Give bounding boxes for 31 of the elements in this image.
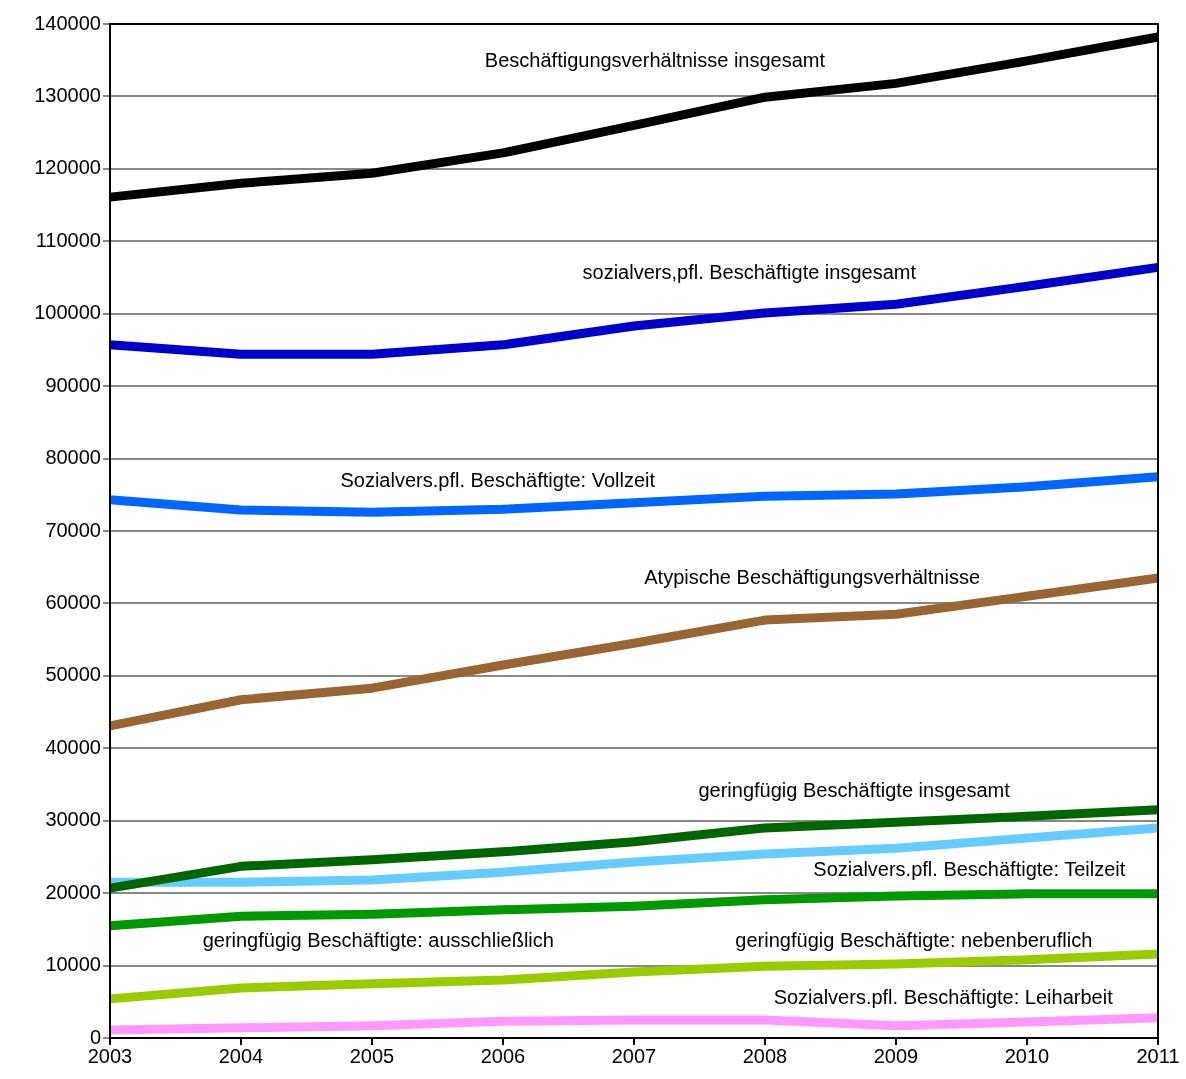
series-label: geringfügig Beschäftigte: ausschließlich [202,929,554,952]
x-tick-label: 2009 [873,1044,919,1067]
x-tick-label: 2008 [742,1044,788,1067]
series-label: geringfügig Beschäftigte insgesamt [698,779,1011,802]
series-label: Sozialvers.pfl. Beschäftigte: Leiharbeit [773,985,1114,1008]
y-tick-label: 130000 [34,83,101,106]
y-tick-label: 90000 [45,373,101,396]
y-tick-label: 80000 [45,446,101,469]
x-tick-label: 2011 [1136,1044,1180,1067]
y-tick-label: 10000 [45,953,101,976]
y-tick-label: 70000 [45,518,101,541]
series-label: Sozialvers.pfl. Beschäftigte: Teilzeit [813,858,1126,881]
y-tick-label: 120000 [34,156,101,179]
y-tick-label: 30000 [45,808,101,831]
x-tick-label: 2004 [218,1044,264,1067]
x-tick-label: 2010 [1004,1044,1050,1067]
y-tick-label: 50000 [45,663,101,686]
x-tick-label: 2007 [611,1044,657,1067]
series-label: Beschäftigungsverhältnisse insgesamt [484,49,826,72]
y-tick-label: 100000 [34,301,101,324]
x-tick-label: 2005 [349,1044,395,1067]
series-label: Sozialvers.pfl. Beschäftigte: Vollzeit [340,468,656,491]
y-tick-label: 60000 [45,590,101,613]
y-tick-label: 20000 [45,880,101,903]
series-label: sozialvers,pfl. Beschäftigte insgesamt [582,260,917,283]
y-tick-label: 110000 [35,228,101,251]
series-label: geringfügig Beschäftigte: nebenberuflich [735,929,1093,952]
y-tick-label: 40000 [45,735,101,758]
series-label: Atypische Beschäftigungsverhältnisse [644,566,981,589]
y-tick-label: 140000 [34,11,101,34]
x-tick-label: 2006 [480,1044,526,1067]
